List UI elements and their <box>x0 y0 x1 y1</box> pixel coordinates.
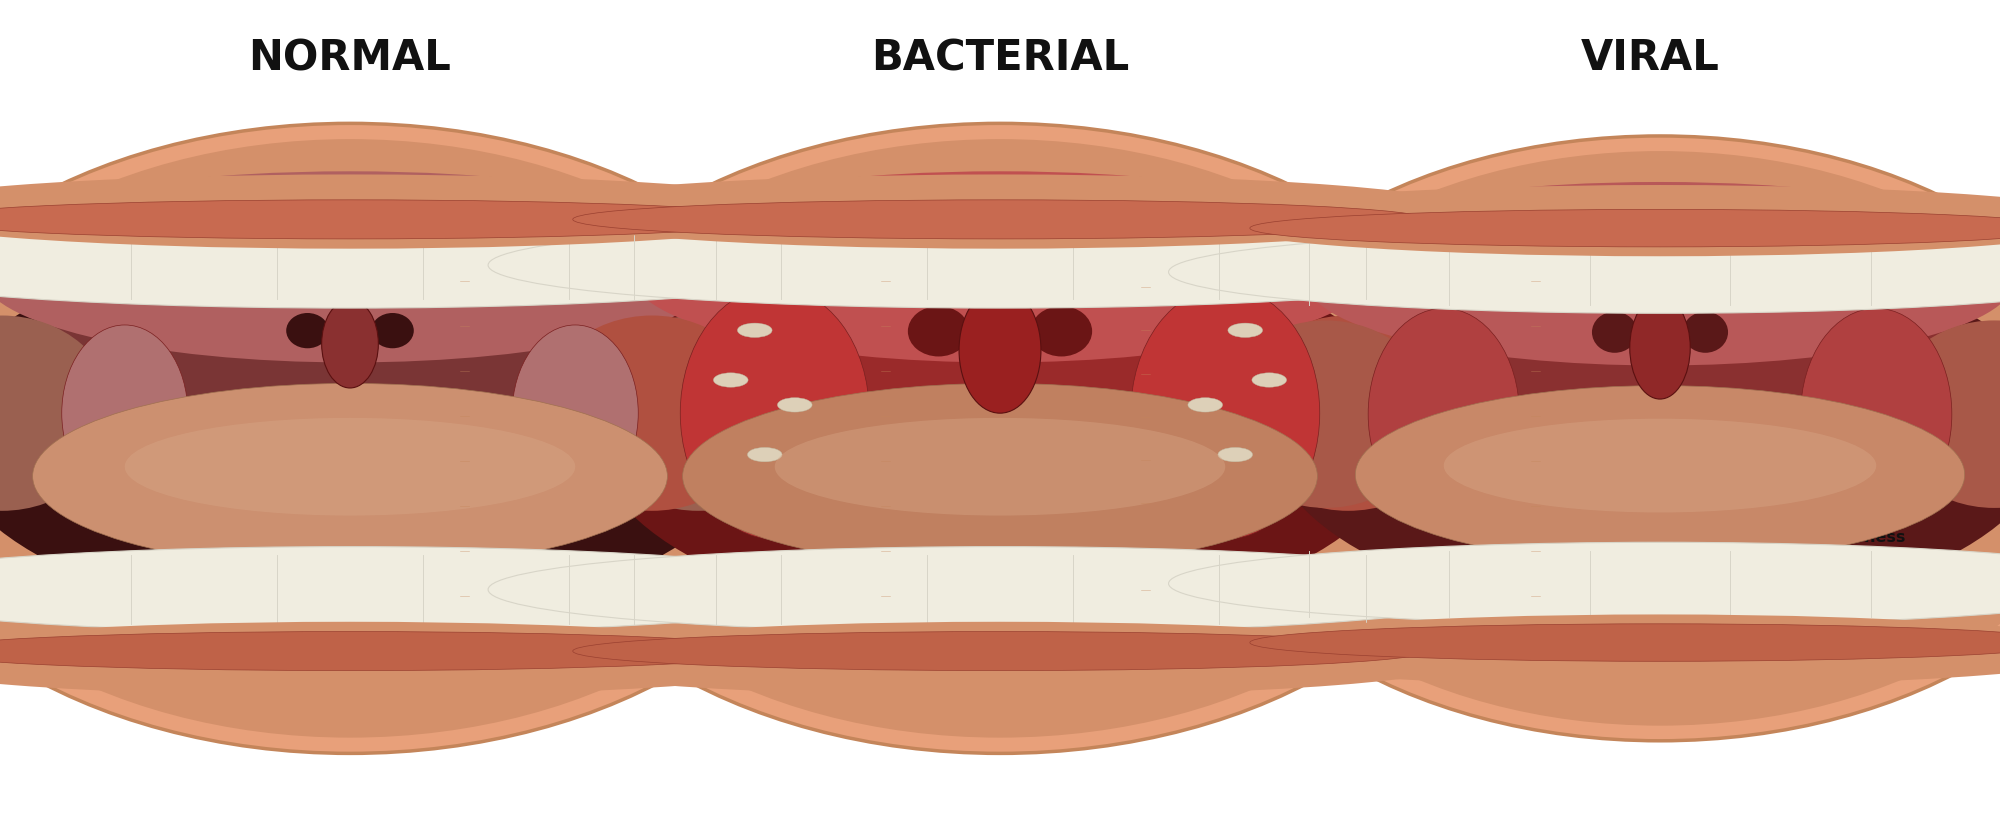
Ellipse shape <box>32 384 668 570</box>
Ellipse shape <box>84 172 616 246</box>
Ellipse shape <box>908 306 970 357</box>
Ellipse shape <box>1236 316 1460 511</box>
Ellipse shape <box>322 301 378 388</box>
Ellipse shape <box>2 247 698 568</box>
Text: Throat redness: Throat redness <box>1688 506 1906 544</box>
Text: Tongue: Tongue <box>130 538 436 594</box>
Ellipse shape <box>524 176 1476 249</box>
Circle shape <box>1252 373 1286 388</box>
Text: BACTERIAL: BACTERIAL <box>870 37 1130 79</box>
Ellipse shape <box>524 622 1476 696</box>
Ellipse shape <box>62 325 188 502</box>
Circle shape <box>748 448 782 462</box>
Text: Swollen uvula: Swollen uvula <box>996 233 1250 327</box>
Circle shape <box>738 324 772 338</box>
Ellipse shape <box>586 316 810 511</box>
Ellipse shape <box>652 247 1348 568</box>
Ellipse shape <box>372 314 414 349</box>
Ellipse shape <box>536 140 1464 738</box>
Ellipse shape <box>572 632 1428 671</box>
Text: NORMAL: NORMAL <box>248 37 452 79</box>
Ellipse shape <box>1202 614 2000 686</box>
Ellipse shape <box>1202 185 2000 257</box>
Ellipse shape <box>682 384 1318 570</box>
Ellipse shape <box>1886 321 2000 508</box>
Ellipse shape <box>0 316 114 511</box>
Text: Throat redness: Throat redness <box>998 479 1266 511</box>
Text: Palatine tonsil: Palatine tonsil <box>44 440 432 469</box>
Ellipse shape <box>734 172 1266 246</box>
Ellipse shape <box>1326 254 1994 563</box>
Text: Whitish
spots: Whitish spots <box>1084 388 1260 421</box>
Ellipse shape <box>1218 321 1434 508</box>
Ellipse shape <box>1250 210 2000 248</box>
Ellipse shape <box>0 234 760 624</box>
Ellipse shape <box>1266 243 2000 617</box>
Text: Uvula: Uvula <box>156 383 456 405</box>
Ellipse shape <box>0 176 826 249</box>
Ellipse shape <box>1800 309 1952 520</box>
Ellipse shape <box>0 200 778 239</box>
Circle shape <box>714 373 748 388</box>
Text: VIRAL: VIRAL <box>1580 37 1720 79</box>
Ellipse shape <box>488 547 1512 633</box>
Ellipse shape <box>1592 312 1638 354</box>
Ellipse shape <box>0 124 838 753</box>
Ellipse shape <box>512 325 638 502</box>
Ellipse shape <box>0 140 814 738</box>
Ellipse shape <box>0 187 718 363</box>
Ellipse shape <box>1356 386 1964 564</box>
Ellipse shape <box>1192 137 2000 741</box>
Ellipse shape <box>0 547 862 633</box>
Circle shape <box>1188 398 1222 412</box>
Text: Pharyngopalatine arch: Pharyngopalatine arch <box>10 353 472 368</box>
Ellipse shape <box>0 632 778 671</box>
Ellipse shape <box>1630 297 1690 400</box>
Ellipse shape <box>488 223 1512 309</box>
Ellipse shape <box>590 234 1410 624</box>
Ellipse shape <box>1306 198 2000 366</box>
Ellipse shape <box>0 223 862 309</box>
Ellipse shape <box>512 124 1488 753</box>
Ellipse shape <box>1030 306 1092 357</box>
Text: Glossopalatine arch: Glossopalatine arch <box>40 309 482 330</box>
Ellipse shape <box>774 418 1226 516</box>
Ellipse shape <box>680 288 870 540</box>
Circle shape <box>778 398 812 412</box>
Ellipse shape <box>540 316 764 511</box>
Ellipse shape <box>632 187 1368 363</box>
Ellipse shape <box>1168 232 2000 314</box>
Ellipse shape <box>124 418 576 516</box>
Ellipse shape <box>1682 312 1728 354</box>
Text: Red swollen
tonsils: Red swollen tonsils <box>1694 323 1876 381</box>
Ellipse shape <box>1368 309 1520 520</box>
Text: Red swollen
tonsils: Red swollen tonsils <box>1080 287 1300 363</box>
Ellipse shape <box>1404 183 1916 254</box>
Ellipse shape <box>286 314 328 349</box>
Ellipse shape <box>572 200 1428 239</box>
Ellipse shape <box>960 288 1040 414</box>
Ellipse shape <box>1444 419 1876 513</box>
Circle shape <box>1228 324 1262 338</box>
Ellipse shape <box>1168 542 2000 625</box>
Ellipse shape <box>1130 288 1320 540</box>
Ellipse shape <box>0 622 826 696</box>
Text: Gray furry tongue: Gray furry tongue <box>984 565 1248 627</box>
Ellipse shape <box>1250 624 2000 662</box>
Ellipse shape <box>1214 152 2000 726</box>
Circle shape <box>1218 448 1252 462</box>
